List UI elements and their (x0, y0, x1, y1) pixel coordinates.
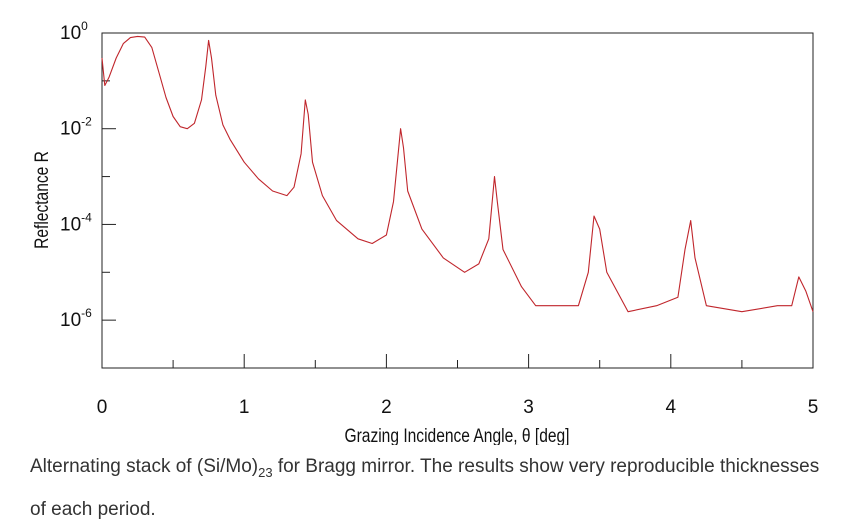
x-tick-label: 4 (666, 397, 677, 418)
y-tick-base: 10 (60, 119, 81, 140)
y-tick-exponent: -2 (81, 115, 92, 129)
figure-caption: Alternating stack of (Si/Mo)23 for Bragg… (30, 448, 830, 528)
caption-text-after: for Bragg mirror. The results show very … (30, 456, 820, 520)
x-tick-label: 5 (808, 397, 819, 418)
caption-subscript: 23 (258, 464, 273, 480)
y-tick-base: 10 (60, 310, 81, 331)
y-tick-base: 10 (60, 23, 81, 44)
y-tick-label: 10-2 (60, 115, 92, 140)
caption-text-before: Alternating stack of (Si/Mo) (30, 456, 259, 477)
y-tick-exponent: 0 (81, 19, 88, 33)
y-tick-base: 10 (60, 214, 81, 235)
axis-ticks (101, 32, 814, 369)
y-tick-label: 10-6 (60, 306, 92, 331)
x-tick-label: 1 (239, 397, 250, 418)
plot-frame (101, 32, 814, 369)
x-tick-label: 2 (381, 397, 392, 418)
y-tick-label: 100 (60, 19, 88, 44)
y-tick-exponent: -4 (81, 210, 92, 224)
reflectance-curve (101, 35, 814, 313)
x-tick-label: 3 (523, 397, 534, 418)
y-axis-label: Reflectance R (31, 151, 53, 249)
x-axis-label: Grazing Incidence Angle, θ [deg] (344, 425, 569, 445)
y-tick-label: 10-4 (60, 210, 92, 235)
x-tick-label: 0 (97, 397, 108, 418)
x-tick-labels: 0 1 2 3 4 5 (97, 397, 819, 418)
y-tick-exponent: -6 (81, 306, 92, 320)
